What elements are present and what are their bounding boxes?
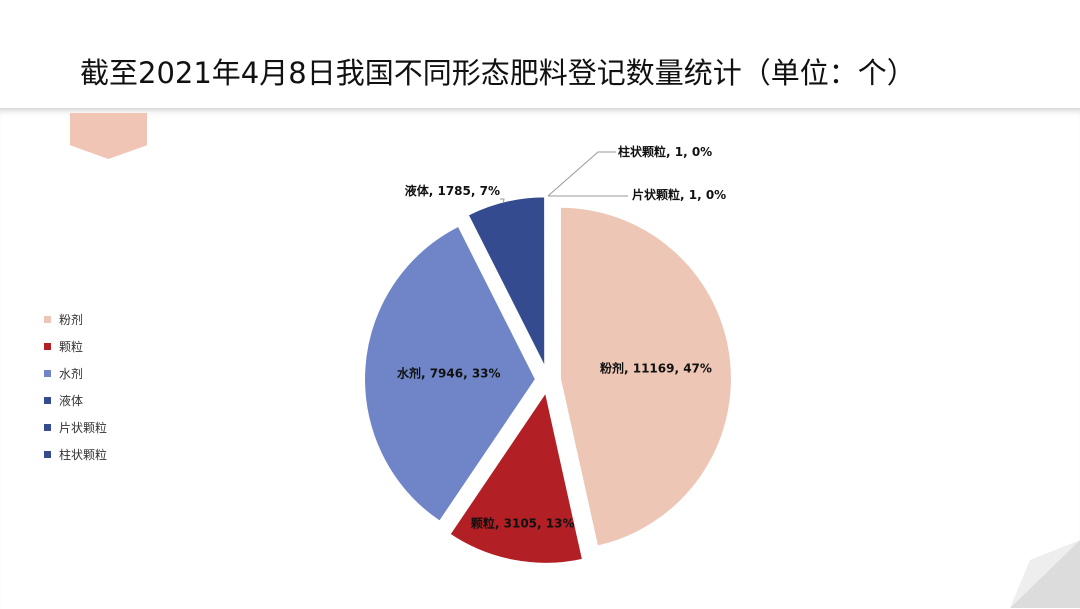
pie-slice-powder [560, 207, 732, 547]
data-label-powder: 粉剂, 11169, 47% [600, 360, 712, 375]
leader-line-column-granule [548, 152, 616, 196]
data-label-column-granule: 柱状颗粒, 1, 0% [618, 144, 712, 159]
data-label-water-agent: 水剂, 7946, 33% [397, 366, 501, 381]
data-label-granule: 颗粒, 3105, 13% [471, 516, 575, 531]
data-label-flake-granule: 片状颗粒, 1, 0% [632, 187, 726, 202]
data-label-liquid: 液体, 1785, 7% [405, 183, 500, 198]
